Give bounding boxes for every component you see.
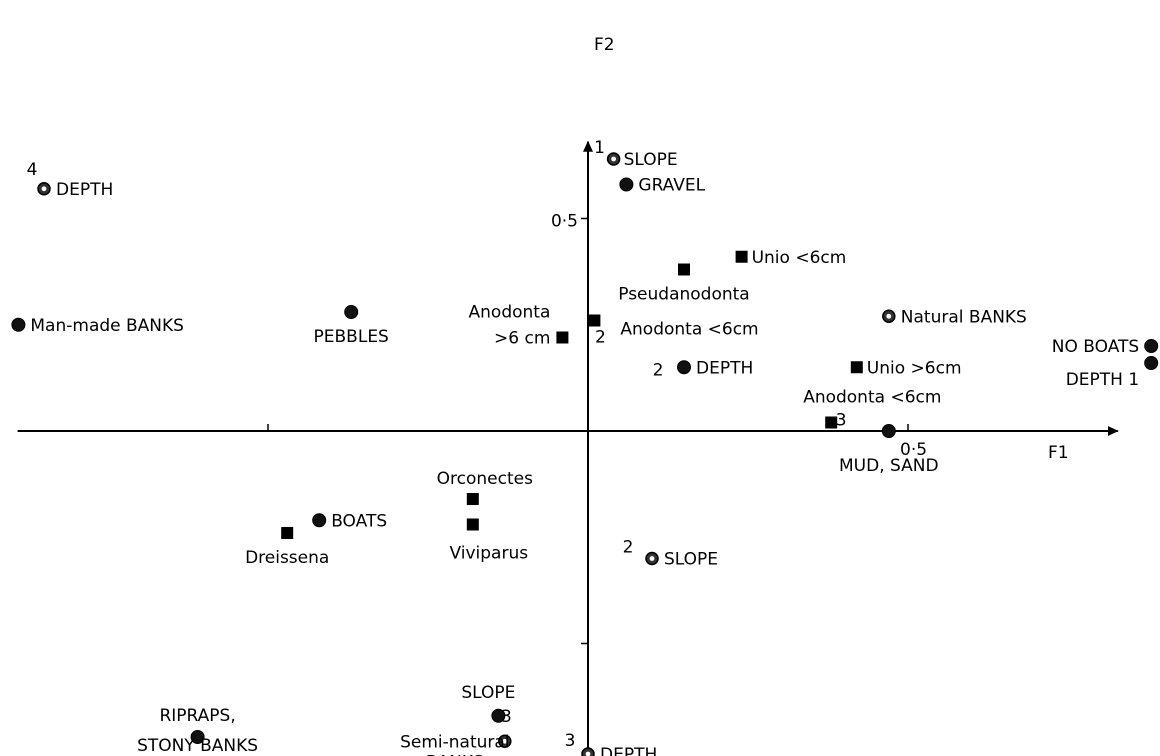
square-marker (588, 314, 601, 327)
data-points: DEPTH 4 SLOPE 1 GRAVEL Unio <6cmPseudanodonta… (11, 138, 1159, 756)
data-point: Unio <6cm (735, 248, 847, 268)
square-marker (556, 331, 569, 344)
point-index-label: 3 (565, 731, 576, 751)
data-point: MUD, SAND (839, 424, 939, 476)
point-label: Unio >6cm (867, 358, 962, 378)
data-point: Natural BANKS (882, 307, 1027, 327)
point-label-line2: STONY BANKS (137, 736, 258, 756)
point-label: Natural BANKS (901, 307, 1027, 327)
point-label: Orconectes (437, 469, 533, 489)
point-label: Pseudanodonta (618, 285, 749, 305)
square-marker (466, 493, 479, 505)
point-index-label: 2 (595, 328, 606, 348)
circle-marker (312, 513, 327, 528)
point-index-label: 2 (653, 360, 664, 380)
point-label: Unio <6cm (752, 248, 847, 268)
ring-marker-center (585, 751, 591, 756)
point-index-label: 4 (27, 160, 38, 180)
point-label: PEBBLES (314, 327, 389, 347)
data-point: RIPRAPS, STONY BANKS (137, 706, 258, 756)
data-point: DEPTH 1 (1066, 356, 1159, 390)
data-point: DEPTH 2 (653, 358, 754, 380)
point-label: Anodonta <6cm (620, 320, 758, 340)
data-point: Unio >6cm (850, 358, 962, 378)
point-label: SLOPE (461, 683, 515, 703)
square-marker (735, 250, 748, 263)
circle-marker (190, 730, 205, 744)
point-label: Man-made BANKS (30, 316, 184, 336)
data-point: BOATS (312, 511, 387, 531)
point-index-label: 1 (594, 138, 605, 158)
ring-marker-center (886, 313, 892, 319)
point-index-label: 3 (836, 411, 847, 431)
circle-marker (344, 305, 359, 319)
point-label: Anodonta (469, 303, 551, 323)
point-label: BOATS (331, 511, 387, 531)
point-label: NO BOATS (1052, 337, 1139, 357)
circle-marker (677, 360, 691, 375)
x-axis-label: F1 (1048, 443, 1069, 463)
point-label: Viviparus (450, 544, 529, 564)
point-index-label: 2 (623, 538, 634, 558)
square-marker (850, 361, 863, 374)
x-tick-label: 0·5 (900, 440, 927, 460)
data-point: Viviparus (450, 518, 529, 564)
circle-marker (1144, 339, 1159, 353)
point-index-label: 3 (501, 707, 512, 727)
point-label: SLOPE (624, 150, 678, 170)
data-point: NO BOATS (1052, 337, 1159, 357)
point-label: DEPTH (56, 180, 113, 200)
data-point: SLOPE 2 (623, 538, 718, 570)
y-axis-label: F2 (594, 35, 615, 55)
data-point: Pseudanodonta (618, 263, 750, 305)
point-label: DEPTH 1 (1066, 370, 1139, 390)
point-label: DEPTH (600, 745, 657, 756)
circle-marker (619, 177, 634, 192)
ring-marker-center (649, 556, 655, 561)
data-point: Orconectes (437, 469, 533, 505)
point-label: RIPRAPS, (159, 706, 235, 726)
ring-marker-center (41, 186, 47, 192)
data-point: DEPTH 3 (565, 731, 657, 756)
point-label: Semi-natural (400, 732, 509, 752)
data-point: DEPTH 4 (27, 160, 114, 200)
data-point: Man-made BANKS (11, 316, 184, 336)
point-label: DEPTH (696, 358, 753, 378)
square-marker (281, 527, 294, 539)
point-label: SLOPE (664, 550, 718, 570)
point-label: MUD, SAND (839, 456, 939, 476)
circle-marker (1144, 356, 1159, 370)
circle-marker (491, 708, 506, 723)
data-point: Anodonta <6cm 2 (588, 314, 759, 348)
axes: F1 F2 0·5 0·5 (17, 35, 1119, 756)
circle-marker (881, 424, 896, 438)
point-label: Anodonta <6cm (803, 388, 941, 408)
data-point: Anodonta >6 cm (469, 303, 569, 349)
data-point: Semi-naturalBANKS (400, 732, 512, 756)
data-point: SLOPE 1 (594, 138, 677, 170)
data-point: Dreissena (245, 527, 329, 568)
data-point: PEBBLES (314, 305, 389, 347)
point-label-line2: >6 cm (494, 329, 550, 349)
square-marker (825, 416, 838, 429)
point-label: Dreissena (245, 548, 329, 568)
ring-marker-center (611, 156, 616, 162)
ring-marker-center (502, 738, 508, 744)
point-label: GRAVEL (638, 176, 705, 196)
circle-marker (11, 317, 26, 332)
data-point: SLOPE 3 (461, 683, 515, 727)
data-point: Anodonta <6cm 3 (803, 388, 941, 431)
point-label-line2: BANKS (426, 752, 484, 756)
y-tick-label: 0·5 (551, 212, 578, 232)
square-marker (678, 263, 690, 276)
data-point: GRAVEL (619, 176, 706, 196)
square-marker (466, 518, 479, 531)
